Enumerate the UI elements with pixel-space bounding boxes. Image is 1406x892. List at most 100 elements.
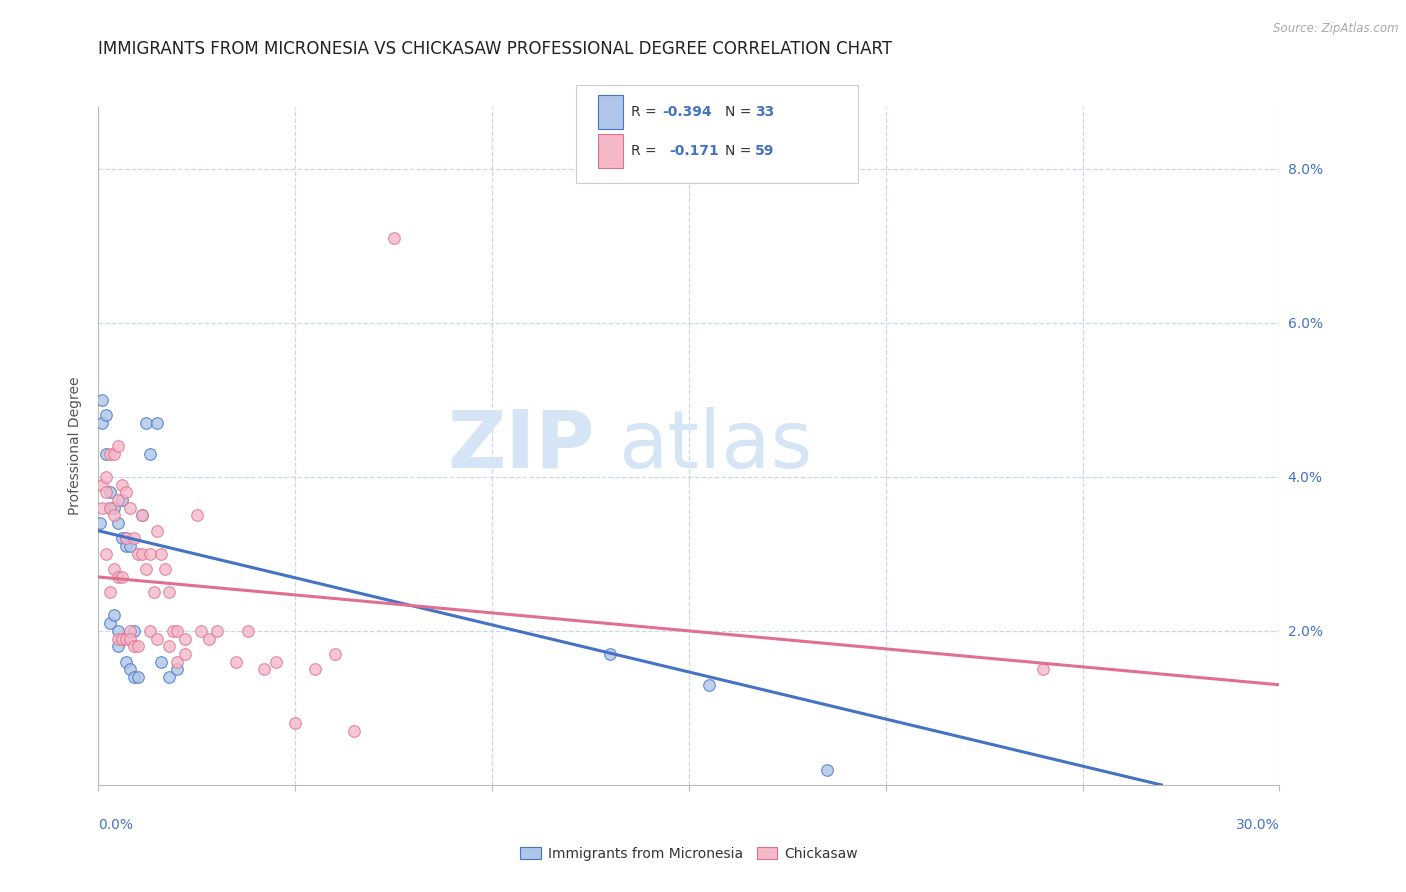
Text: R =: R = [631,105,661,120]
Point [115,532,138,546]
Point [157,585,180,599]
Point [115,655,138,669]
Text: ZIP: ZIP [447,407,595,485]
Point [118,632,141,646]
Point [138,547,160,561]
Point [162,624,184,638]
Point [111,492,134,507]
Point [323,647,346,661]
Point [107,516,129,530]
Point [89,516,111,530]
Point [122,640,145,654]
Point [190,624,212,638]
Point [107,632,129,646]
Point [146,416,169,430]
Point [91,477,114,491]
Point [107,439,129,453]
Point [115,632,138,646]
Point [91,416,114,430]
Point [96,408,118,422]
Text: -0.394: -0.394 [662,105,711,120]
Point [1032,662,1054,676]
Text: IMMIGRANTS FROM MICRONESIA VS CHICKASAW PROFESSIONAL DEGREE CORRELATION CHART: IMMIGRANTS FROM MICRONESIA VS CHICKASAW … [98,40,893,58]
Point [98,447,121,461]
Point [166,655,188,669]
Point [253,662,276,676]
Point [166,662,188,676]
Point [146,632,169,646]
Point [91,392,114,407]
Text: N =: N = [725,144,756,158]
Point [138,447,160,461]
Point [107,570,129,584]
Point [98,585,121,599]
Y-axis label: Professional Degree: Professional Degree [69,376,83,516]
Point [127,640,149,654]
Point [146,524,169,538]
Point [98,500,121,515]
Point [225,655,247,669]
Text: -0.171: -0.171 [669,144,718,158]
Point [131,508,153,523]
Point [131,547,153,561]
Point [138,624,160,638]
Point [107,624,129,638]
Point [118,539,141,553]
Point [197,632,219,646]
Point [115,539,138,553]
Text: R =: R = [631,144,665,158]
Point [186,508,208,523]
Point [118,662,141,676]
Point [157,640,180,654]
Point [142,585,165,599]
Point [127,670,149,684]
Text: 33: 33 [755,105,775,120]
Legend: Immigrants from Micronesia, Chickasaw: Immigrants from Micronesia, Chickasaw [515,841,863,866]
Point [155,562,177,576]
Point [815,763,838,777]
Text: 30.0%: 30.0% [1236,818,1279,832]
Point [150,547,173,561]
Point [111,570,134,584]
Point [135,562,157,576]
Point [96,485,118,500]
Point [166,624,188,638]
Point [96,447,118,461]
Point [111,532,134,546]
Point [150,655,173,669]
Point [103,508,125,523]
Text: Source: ZipAtlas.com: Source: ZipAtlas.com [1274,22,1399,36]
Text: 0.0%: 0.0% [98,818,134,832]
Point [107,492,129,507]
Point [122,532,145,546]
Point [599,647,621,661]
Point [343,724,366,739]
Point [98,616,121,631]
Point [236,624,259,638]
Point [122,670,145,684]
Point [157,670,180,684]
Point [118,500,141,515]
Point [103,447,125,461]
Text: atlas: atlas [619,407,813,485]
Point [111,632,134,646]
Text: 59: 59 [755,144,775,158]
Point [118,624,141,638]
Text: N =: N = [725,105,756,120]
Point [284,716,307,731]
Point [264,655,287,669]
Point [107,640,129,654]
Point [91,500,114,515]
Point [174,632,197,646]
Point [382,231,405,245]
Point [131,508,153,523]
Point [111,477,134,491]
Point [115,485,138,500]
Point [98,485,121,500]
Point [98,500,121,515]
Point [103,608,125,623]
Point [115,532,138,546]
Point [135,416,157,430]
Point [96,547,118,561]
Point [96,470,118,484]
